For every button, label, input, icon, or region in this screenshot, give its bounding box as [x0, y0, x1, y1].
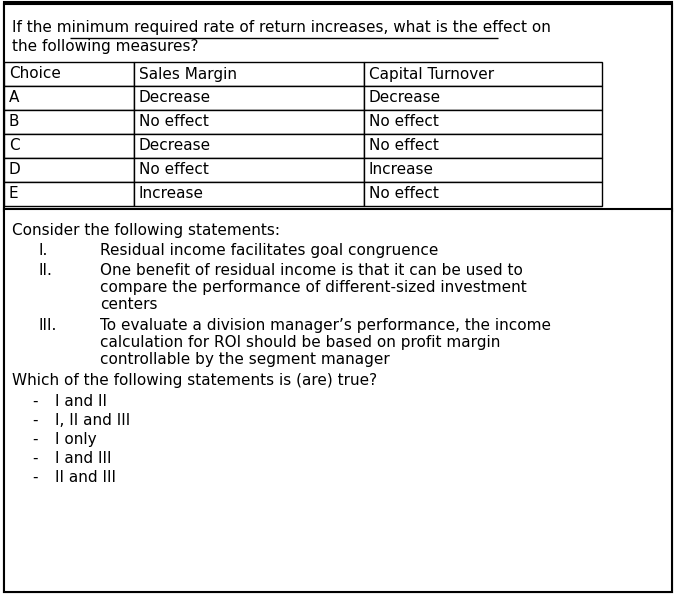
Text: Sales Margin: Sales Margin: [139, 67, 237, 81]
Bar: [4, 134, 134, 158]
Text: B: B: [9, 115, 20, 129]
Bar: [364, 86, 602, 110]
Text: If the minimum required rate of return increases, what is the effect on: If the minimum required rate of return i…: [12, 20, 551, 35]
Bar: [134, 62, 364, 86]
Text: -: -: [32, 470, 37, 485]
Text: No effect: No effect: [369, 187, 439, 201]
Bar: [4, 4, 672, 211]
Bar: [364, 62, 602, 86]
Text: I only: I only: [55, 432, 97, 447]
Text: To evaluate a division manager’s performance, the income: To evaluate a division manager’s perform…: [100, 318, 551, 333]
Text: I and III: I and III: [55, 451, 112, 466]
Text: Decrease: Decrease: [369, 90, 441, 106]
Text: Residual income facilitates goal congruence: Residual income facilitates goal congrue…: [100, 243, 438, 258]
Bar: [134, 158, 364, 182]
Text: compare the performance of different-sized investment: compare the performance of different-siz…: [100, 280, 527, 295]
Text: A: A: [9, 90, 20, 106]
Bar: [4, 209, 672, 592]
Text: -: -: [32, 394, 37, 409]
Text: Which of the following statements is (are) true?: Which of the following statements is (ar…: [12, 373, 377, 388]
Text: -: -: [32, 432, 37, 447]
Bar: [4, 86, 134, 110]
Text: D: D: [9, 163, 21, 178]
Text: calculation for ROI should be based on profit margin: calculation for ROI should be based on p…: [100, 335, 500, 350]
Bar: [4, 158, 134, 182]
Bar: [134, 86, 364, 110]
Text: I.: I.: [38, 243, 47, 258]
Text: the following measures?: the following measures?: [12, 39, 199, 54]
Text: No effect: No effect: [139, 163, 209, 178]
Text: Decrease: Decrease: [139, 138, 211, 153]
Bar: [134, 182, 364, 206]
Bar: [4, 182, 134, 206]
Text: Choice: Choice: [9, 67, 61, 81]
Text: II and III: II and III: [55, 470, 116, 485]
Bar: [134, 134, 364, 158]
Text: I, II and III: I, II and III: [55, 413, 130, 428]
Text: No effect: No effect: [369, 138, 439, 153]
Text: No effect: No effect: [369, 115, 439, 129]
Bar: [4, 110, 134, 134]
Text: -: -: [32, 451, 37, 466]
Text: One benefit of residual income is that it can be used to: One benefit of residual income is that i…: [100, 263, 523, 278]
Text: II.: II.: [38, 263, 52, 278]
Text: centers: centers: [100, 297, 158, 312]
Text: -: -: [32, 413, 37, 428]
Bar: [364, 134, 602, 158]
Text: C: C: [9, 138, 20, 153]
Text: I and II: I and II: [55, 394, 107, 409]
Text: E: E: [9, 187, 19, 201]
Text: Consider the following statements:: Consider the following statements:: [12, 223, 280, 238]
Text: Decrease: Decrease: [139, 90, 211, 106]
Text: Increase: Increase: [369, 163, 434, 178]
Bar: [364, 158, 602, 182]
Text: III.: III.: [38, 318, 56, 333]
Text: Increase: Increase: [139, 187, 204, 201]
Text: controllable by the segment manager: controllable by the segment manager: [100, 352, 390, 367]
Text: No effect: No effect: [139, 115, 209, 129]
Bar: [364, 110, 602, 134]
Bar: [4, 62, 134, 86]
Bar: [134, 110, 364, 134]
Bar: [364, 182, 602, 206]
Text: Capital Turnover: Capital Turnover: [369, 67, 494, 81]
